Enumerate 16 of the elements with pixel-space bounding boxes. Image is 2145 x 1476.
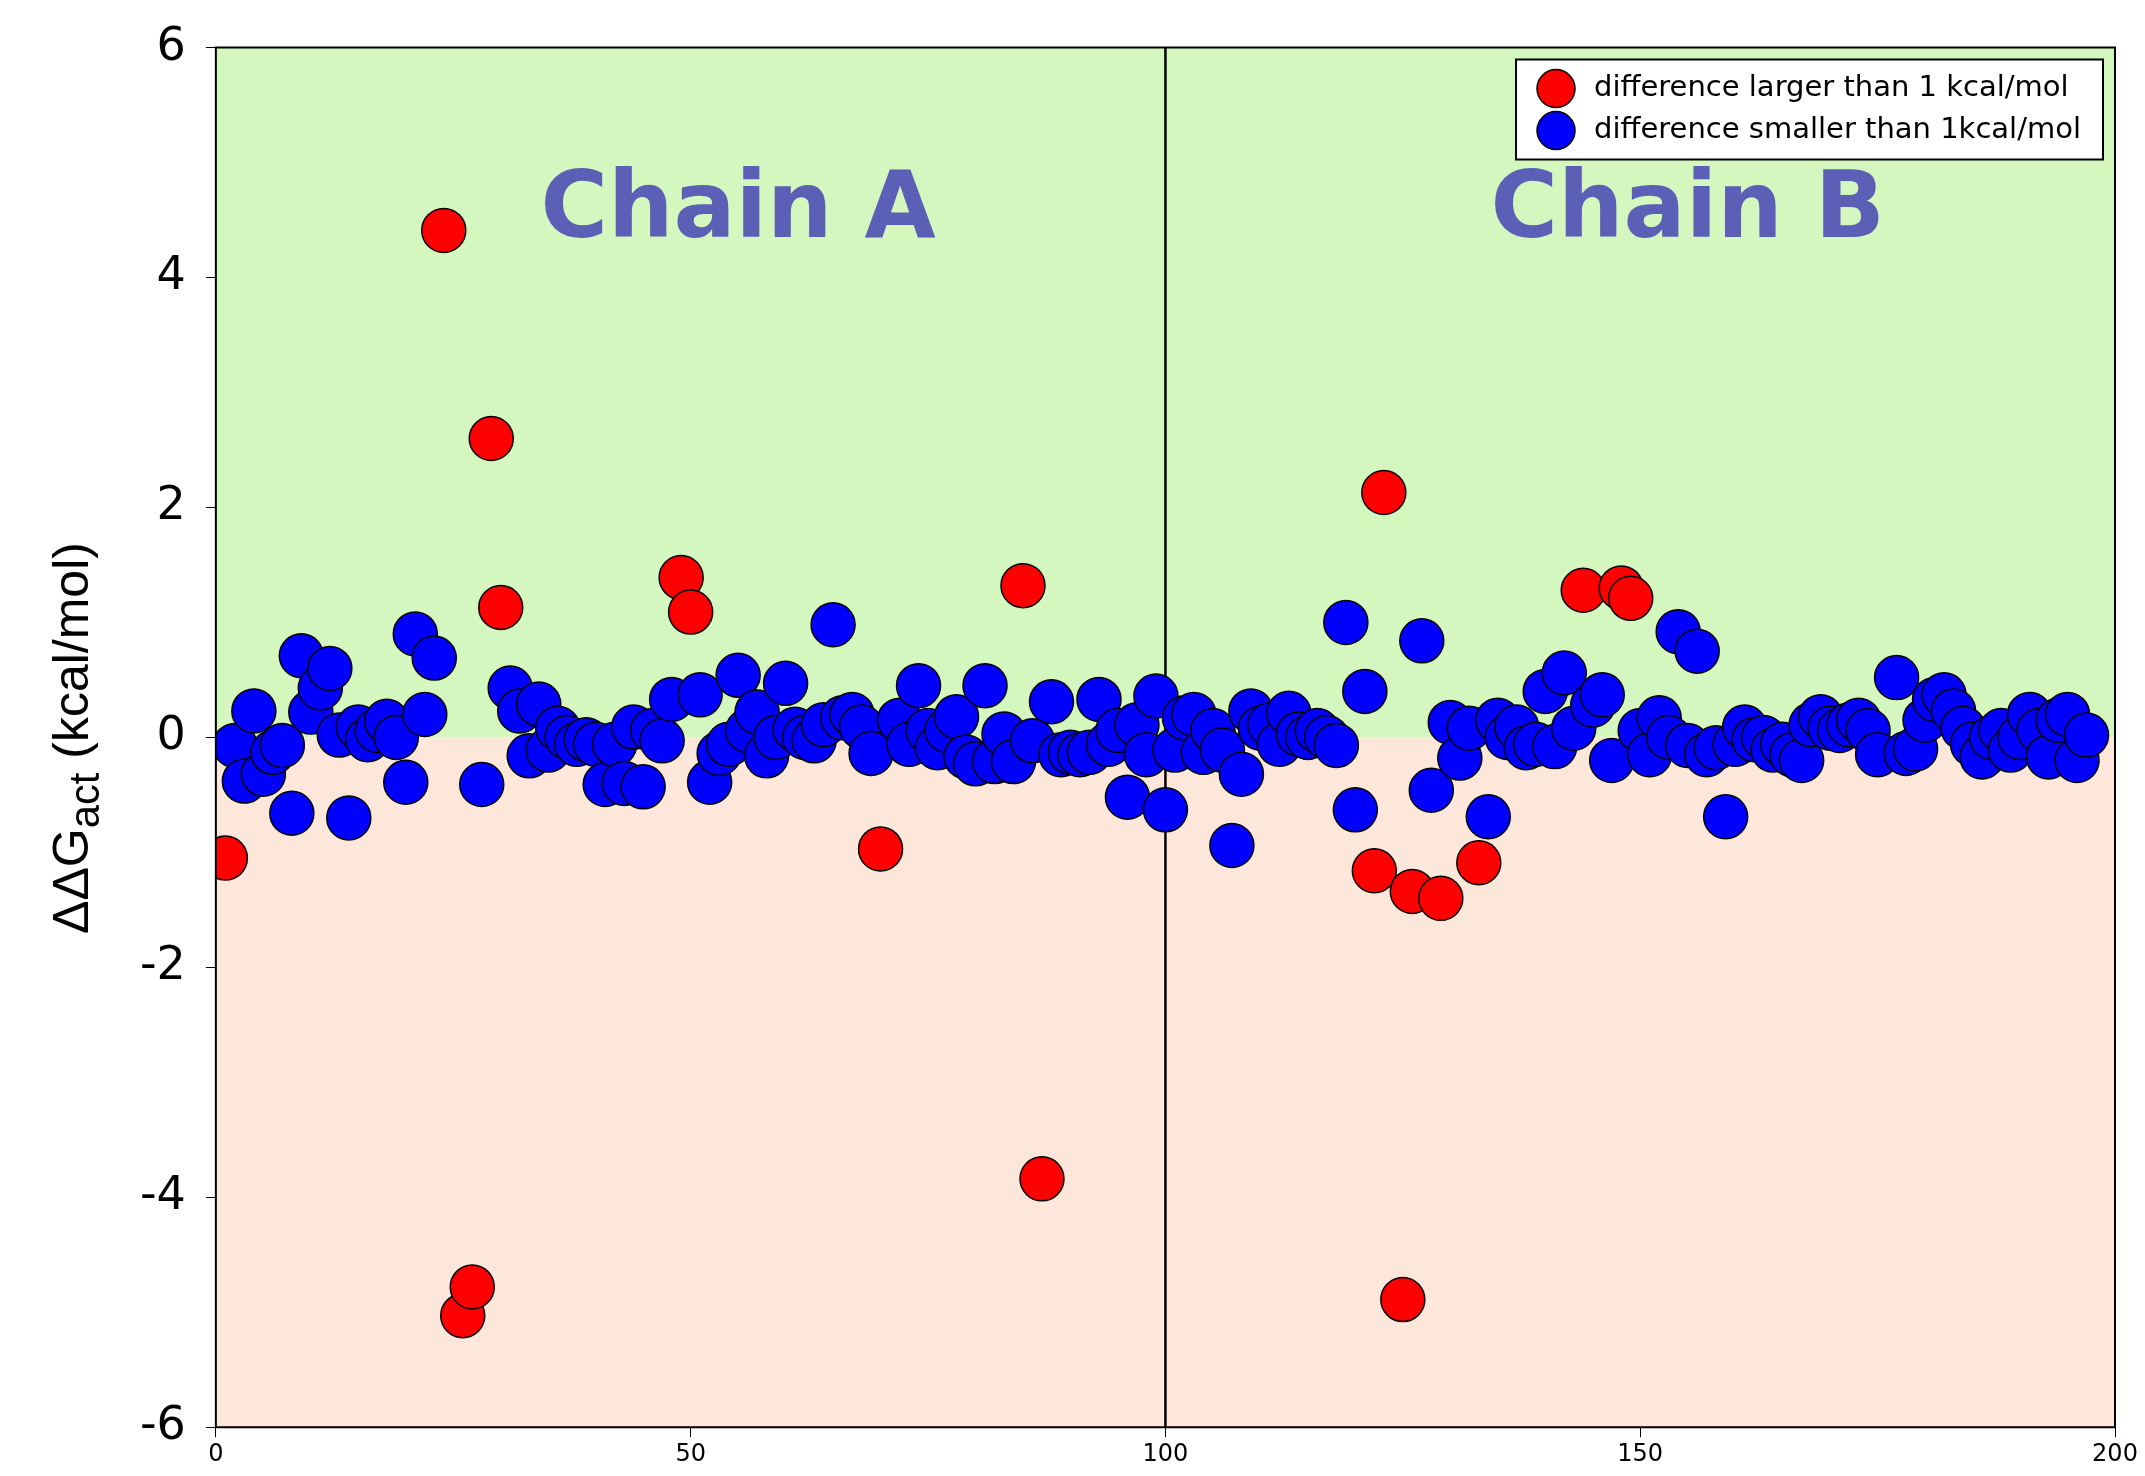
y-tick-label: -2 bbox=[139, 936, 186, 991]
y-tick-label: 4 bbox=[156, 246, 186, 301]
y-tick-label: 6 bbox=[156, 16, 186, 71]
x-tick-label: 150 bbox=[1617, 1438, 1664, 1467]
x-tick-label: 200 bbox=[2092, 1438, 2138, 1467]
legend-label: difference smaller than 1kcal/mol bbox=[1594, 111, 2081, 146]
y-tick-label: 0 bbox=[156, 706, 186, 761]
x-tick-label: 0 bbox=[208, 1438, 224, 1467]
annotation: Chain A bbox=[540, 152, 936, 260]
y-tick-label: 2 bbox=[156, 476, 186, 531]
x-tick-label: 50 bbox=[675, 1438, 706, 1467]
x-tick-label: 100 bbox=[1142, 1438, 1189, 1467]
y-tick-label: -6 bbox=[139, 1396, 186, 1451]
legend-label: difference larger than 1 kcal/mol bbox=[1594, 69, 2069, 104]
annotation: Chain B bbox=[1490, 152, 1885, 260]
y-tick-label: -4 bbox=[139, 1166, 186, 1221]
